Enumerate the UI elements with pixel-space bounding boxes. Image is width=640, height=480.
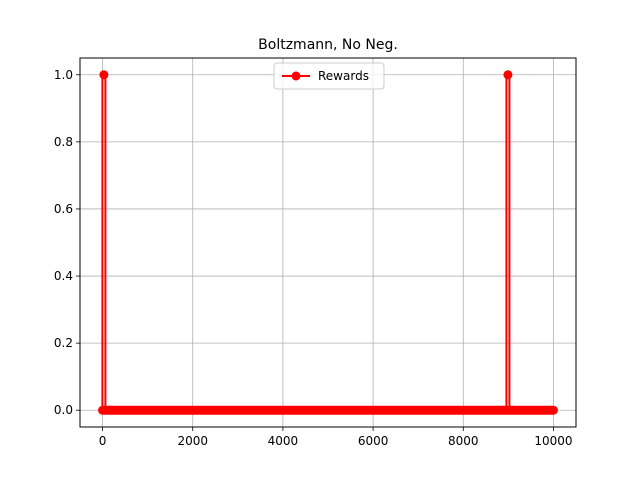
y-tick-label: 0.6: [54, 202, 73, 216]
legend-box: [273, 62, 385, 90]
series-point: [99, 70, 109, 80]
y-tick-label: 0.2: [54, 336, 73, 350]
y-tick-label: 0.4: [54, 269, 73, 283]
grid: [80, 58, 576, 427]
legend-label: Rewards: [318, 69, 369, 83]
chart-title: Boltzmann, No Neg.: [258, 37, 398, 53]
x-tick-label: 6000: [358, 434, 389, 448]
x-axis: 0 2000 4000 6000 8000 10000: [99, 427, 573, 448]
x-tick-label: 8000: [448, 434, 479, 448]
x-tick-label: 2000: [177, 434, 208, 448]
x-tick-label: 0: [99, 434, 107, 448]
x-tick-label: 10000: [534, 434, 572, 448]
legend: Rewards: [273, 62, 385, 90]
plot-frame: [79, 57, 577, 428]
plot-area: [80, 58, 576, 427]
legend-marker-icon: [291, 71, 301, 81]
y-tick-label: 0.0: [54, 403, 73, 417]
y-tick-label: 1.0: [54, 68, 73, 82]
y-tick-label: 0.8: [54, 135, 73, 149]
y-axis: 0.0 0.2 0.4 0.6 0.8 1.0: [54, 68, 80, 417]
x-tick-label: 4000: [268, 434, 299, 448]
series-point: [503, 70, 513, 80]
series-rewards: [98, 70, 558, 415]
